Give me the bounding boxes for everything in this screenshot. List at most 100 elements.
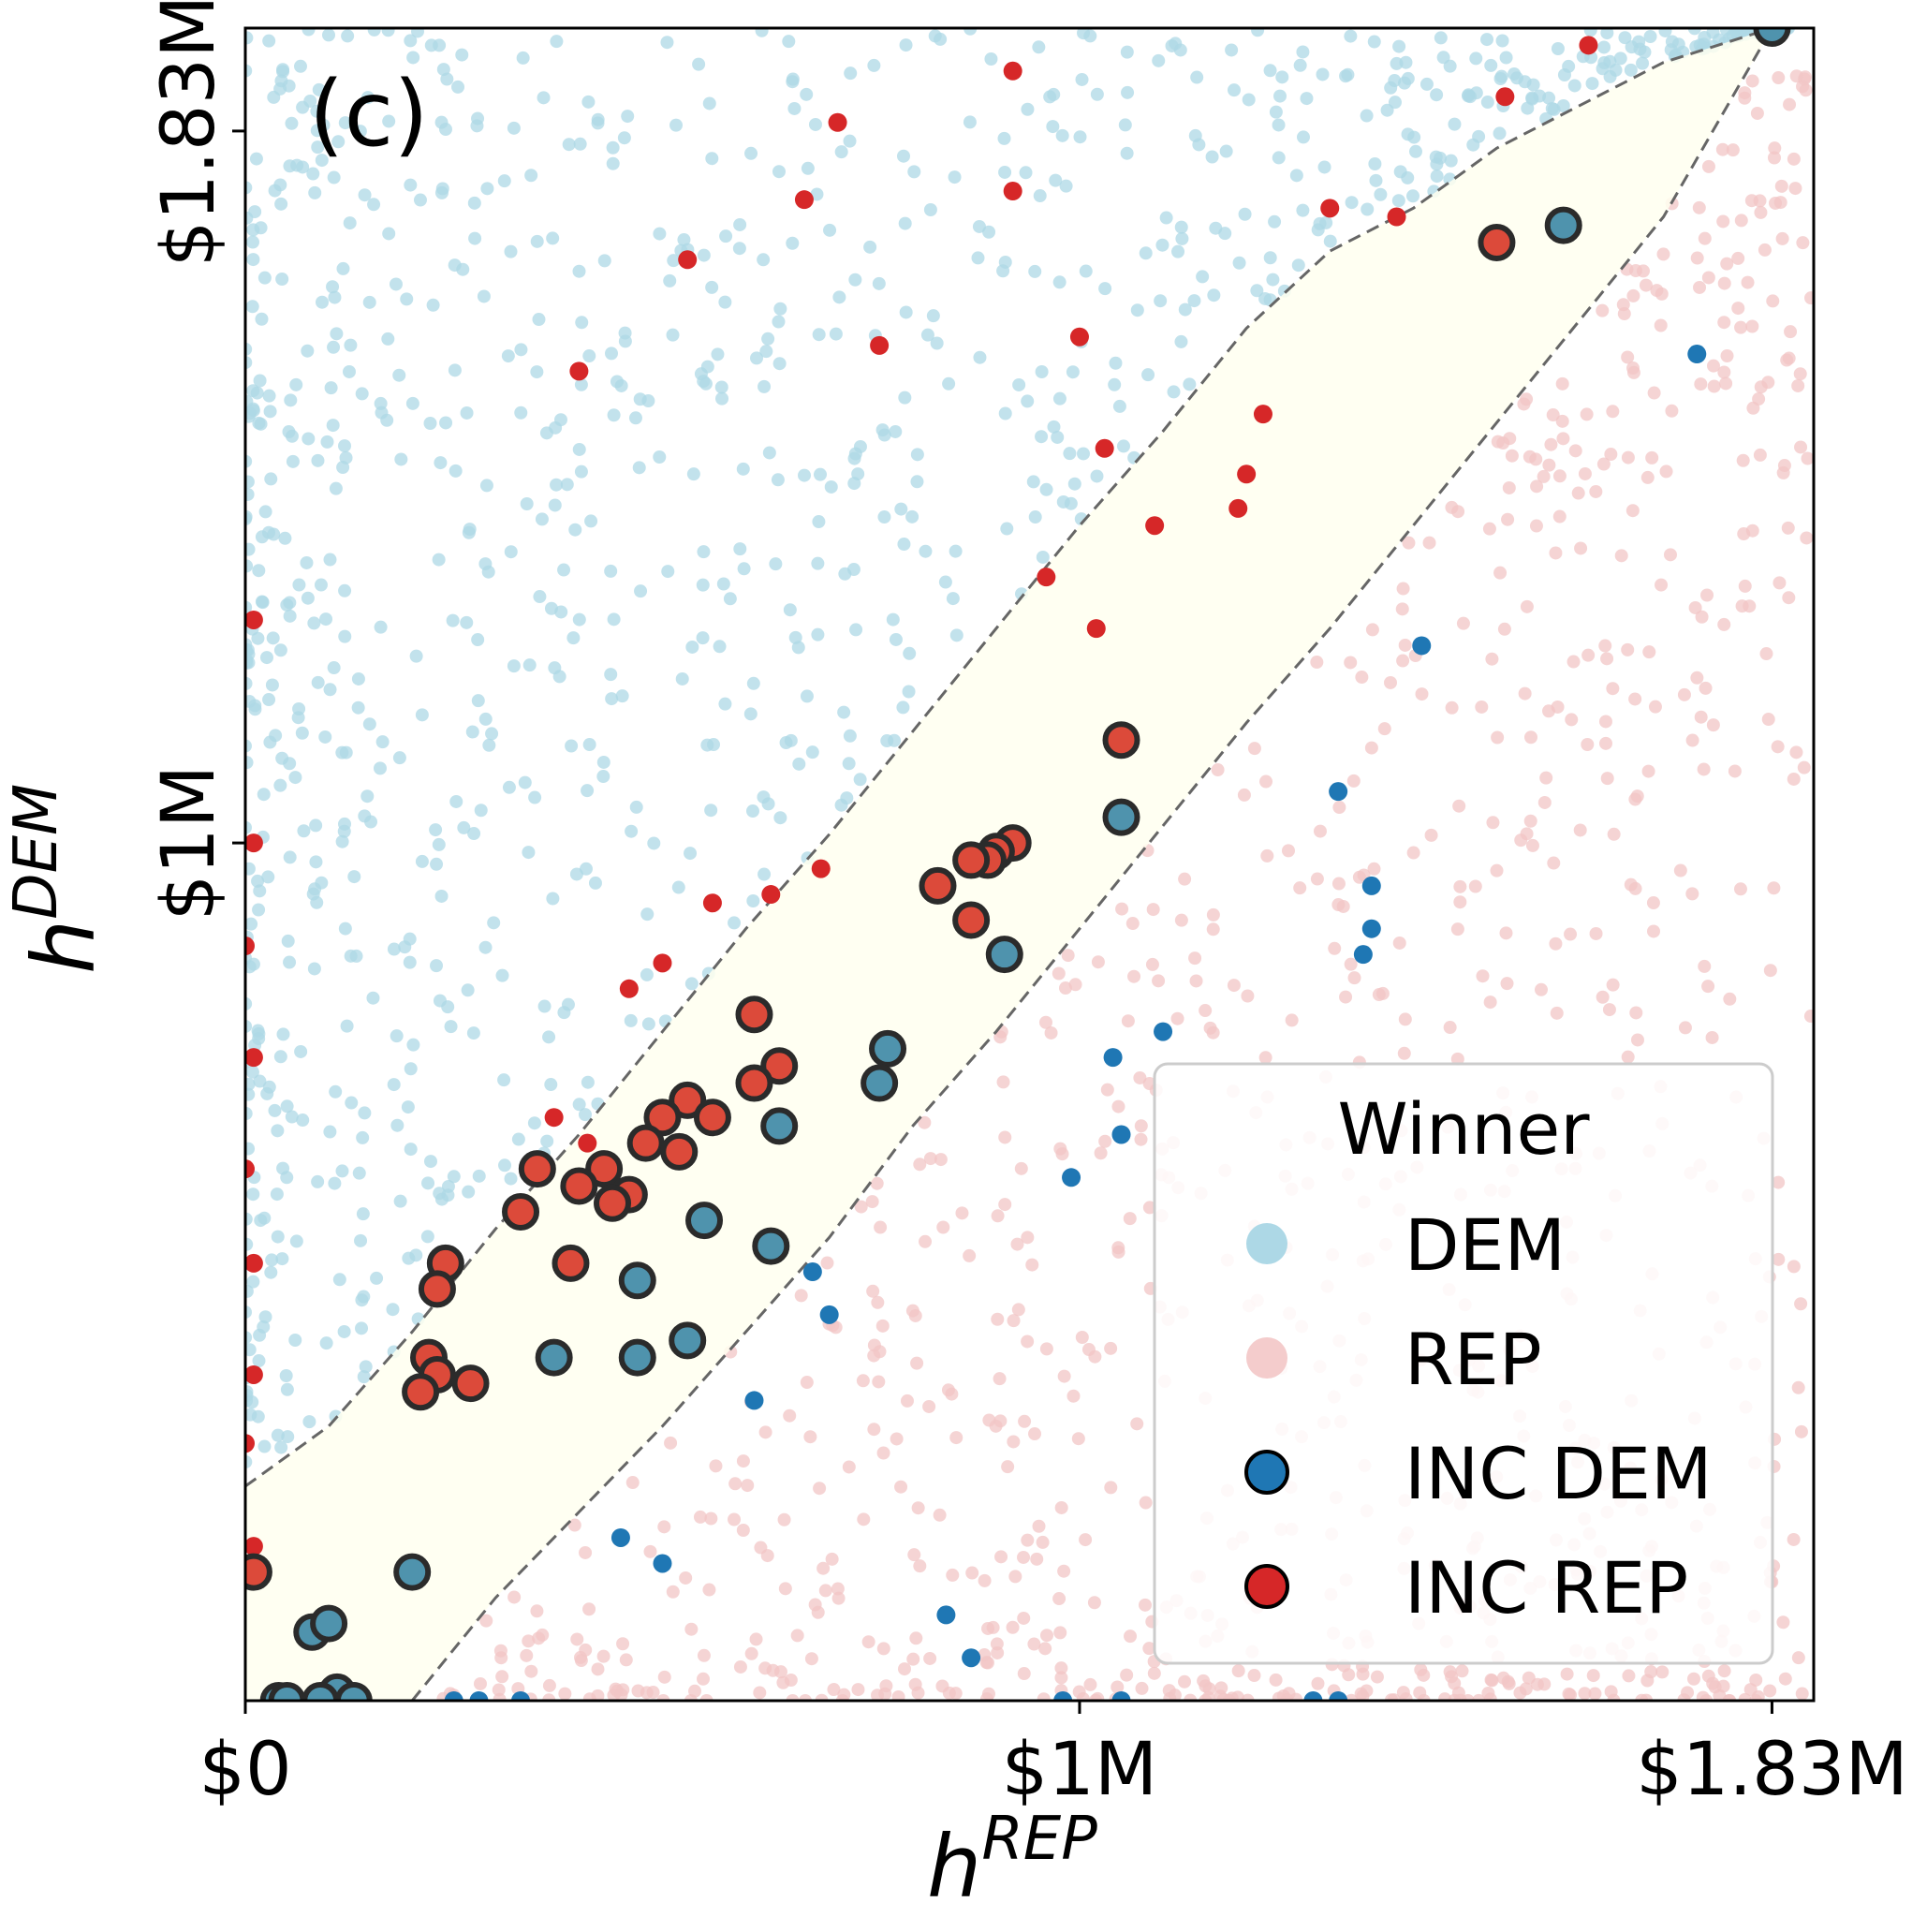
- dem-winner-point: [634, 584, 648, 598]
- dem-winner-point: [1643, 30, 1657, 44]
- rep-winner-point: [1147, 1666, 1161, 1680]
- dem-winner-point: [390, 1118, 405, 1132]
- dem-winner-point: [326, 280, 340, 294]
- dem-winner-point: [1345, 196, 1359, 210]
- dem-winner-point: [812, 328, 826, 342]
- dem-winner-point: [288, 771, 302, 785]
- dem-winner-point: [902, 685, 916, 699]
- dem-winner-point: [581, 95, 596, 109]
- rep-winner-point: [1565, 713, 1579, 727]
- rep-winner-point: [777, 1512, 791, 1526]
- rep-winner-point: [1707, 379, 1721, 393]
- rep-winner-point: [1313, 824, 1327, 838]
- rep-winner-point: [831, 1582, 845, 1596]
- rep-winner-point: [990, 1637, 1004, 1651]
- inc-rep-point: [870, 335, 890, 355]
- rep-winner-point: [1778, 1672, 1792, 1686]
- dem-winner-point: [697, 545, 711, 559]
- rep-winner-point: [643, 1544, 657, 1558]
- dem-winner-point: [704, 804, 718, 818]
- x-tick-label: $0: [199, 1728, 291, 1812]
- dem-winner-point: [629, 800, 643, 814]
- rep-winner-point: [1490, 863, 1504, 878]
- dem-winner-point: [347, 870, 361, 884]
- dem-winner-point: [1600, 28, 1614, 40]
- rep-winner-point: [631, 1684, 645, 1698]
- rep-winner-point: [778, 1582, 792, 1596]
- rep-winner-point: [1053, 1626, 1067, 1640]
- rep-winner-point: [1396, 582, 1410, 596]
- dem-winner-point: [540, 1134, 554, 1148]
- dem-winner-point: [772, 315, 786, 329]
- dem-winner-point: [245, 756, 254, 770]
- rep-winner-point: [1214, 1681, 1228, 1695]
- dem-winner-point: [254, 417, 268, 431]
- rep-winner-point: [1580, 407, 1594, 421]
- rep-winner-point: [1701, 980, 1715, 994]
- inc-dem-point: [444, 1691, 463, 1701]
- dem-winner-point: [1012, 377, 1026, 391]
- rep-winner-point: [1120, 1668, 1134, 1682]
- dem-winner-point: [375, 735, 390, 749]
- dem-winner-point: [998, 165, 1012, 179]
- rep-winner-point: [1647, 386, 1661, 400]
- dem-winner-point: [942, 376, 956, 391]
- dem-winner-point: [262, 1080, 276, 1094]
- inc-rep-point: [245, 937, 255, 956]
- rep-winner-point: [1789, 745, 1803, 760]
- dem-winner-point: [1658, 28, 1672, 37]
- dem-winner-point: [255, 312, 269, 326]
- dem-winner-point: [1296, 45, 1310, 59]
- rep-winner-point: [1028, 1427, 1042, 1441]
- dem-winner-point: [607, 612, 621, 627]
- dem-winner-point: [1525, 92, 1539, 106]
- rep-winner-point: [699, 1693, 713, 1701]
- dem-winner-point: [264, 472, 278, 486]
- dem-winner-point: [1495, 34, 1509, 48]
- dem-winner-point: [249, 152, 263, 166]
- dem-winner-point: [336, 261, 350, 275]
- dem-winner-point: [339, 745, 353, 760]
- dem-winner-point: [733, 542, 747, 556]
- rep-winner-point: [1178, 872, 1192, 886]
- rep-winner-point: [1055, 1147, 1069, 1161]
- dem-winner-point: [633, 392, 647, 406]
- dem-winner-point: [530, 234, 544, 248]
- rep-winner-point: [871, 1689, 885, 1701]
- rep-winner-point: [1706, 359, 1720, 373]
- dem-winner-point: [245, 1212, 253, 1226]
- inc-rep-point: [1095, 438, 1114, 458]
- dem-winner-point: [283, 159, 297, 173]
- dem-winner-point: [1079, 264, 1093, 278]
- inc-rep-point: [1579, 36, 1598, 55]
- rep-winner-point: [1614, 549, 1628, 563]
- dem-winner-point: [358, 1106, 372, 1120]
- dem-winner-point: [772, 357, 787, 371]
- rep-winner-point: [1125, 917, 1140, 931]
- rep-winner-point: [816, 1561, 831, 1575]
- dem-winner-point: [308, 882, 322, 896]
- dem-winner-point: [653, 450, 667, 465]
- legend-label-rep: REP: [1405, 1318, 1542, 1401]
- rep-winner-point: [493, 1644, 507, 1658]
- rep-winner-point: [1723, 992, 1737, 1006]
- rep-winner-point: [1052, 966, 1066, 981]
- dem-winner-point: [1116, 439, 1130, 453]
- dem-winner-point: [245, 300, 259, 314]
- dem-winner-point: [1300, 92, 1314, 106]
- dem-winner-point: [245, 600, 253, 614]
- dem-winner-point: [352, 1166, 366, 1180]
- inc-dem-close-point: [302, 1682, 340, 1701]
- dem-winner-point: [1130, 303, 1144, 317]
- rep-winner-point: [579, 1545, 593, 1559]
- dem-winner-point: [1118, 118, 1132, 132]
- rep-winner-point: [1008, 1570, 1022, 1584]
- rep-winner-point: [1486, 816, 1500, 830]
- dem-winner-point: [1556, 99, 1570, 113]
- dem-winner-point: [283, 955, 297, 969]
- dem-winner-point: [444, 1020, 458, 1034]
- dem-winner-point: [800, 87, 814, 101]
- dem-winner-point: [245, 1331, 253, 1345]
- rep-winner-point: [1006, 1620, 1020, 1634]
- dem-winner-point: [1687, 28, 1701, 36]
